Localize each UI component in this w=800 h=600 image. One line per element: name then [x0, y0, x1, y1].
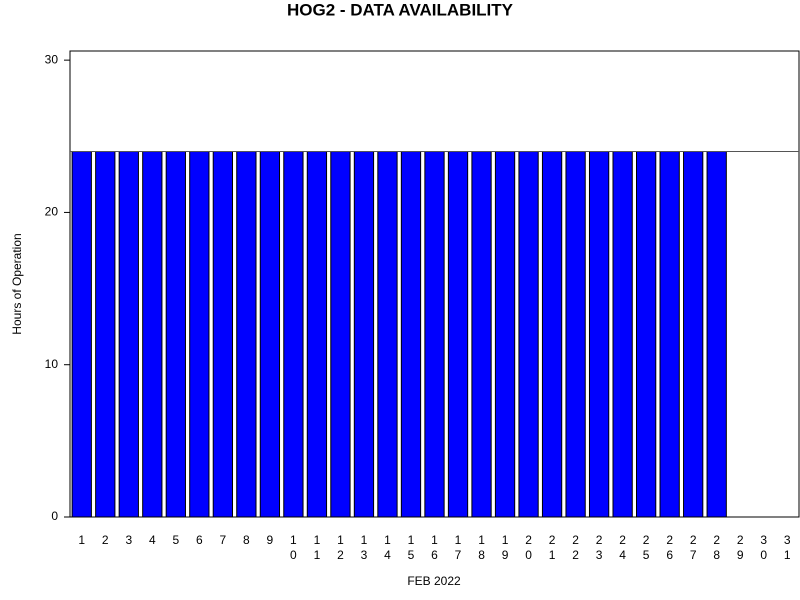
bar — [377, 151, 398, 518]
x-axis-title: FEB 2022 — [407, 574, 461, 588]
bar — [447, 151, 469, 518]
bar — [541, 151, 563, 518]
chart-title: HOG2 - DATA AVAILABILITY — [287, 0, 514, 19]
y-tick-label: 30 — [45, 52, 59, 66]
bar — [683, 151, 704, 518]
bar — [330, 151, 351, 518]
x-tick-label: 7 — [220, 533, 227, 547]
y-tick-label: 10 — [45, 357, 59, 371]
y-tick-label: 20 — [45, 205, 59, 219]
bar — [259, 151, 281, 518]
bar — [353, 151, 375, 518]
bar — [588, 151, 610, 518]
x-tick-label: 8 — [243, 533, 250, 547]
bar — [471, 151, 492, 518]
bar — [71, 151, 92, 518]
y-tick-label: 0 — [51, 509, 58, 523]
bar — [706, 151, 727, 518]
bar — [565, 151, 586, 518]
bar — [400, 151, 422, 518]
x-tick-label: 5 — [172, 533, 179, 547]
y-axis-title: Hours of Operation — [10, 233, 24, 334]
x-tick-label: 4 — [149, 533, 156, 547]
bar — [118, 151, 139, 518]
bar — [612, 151, 633, 518]
bar — [306, 151, 328, 518]
bar — [494, 151, 516, 518]
x-tick-label: 2 — [102, 533, 109, 547]
bar — [189, 151, 210, 518]
x-tick-label: 9 — [267, 533, 274, 547]
bar — [236, 151, 257, 518]
bar — [142, 151, 163, 518]
x-tick-label: 1 — [78, 533, 85, 547]
bar — [95, 151, 116, 518]
bar — [283, 151, 304, 518]
bar — [659, 151, 680, 518]
x-tick-label: 6 — [196, 533, 203, 547]
bar — [165, 151, 186, 518]
bar — [518, 151, 539, 518]
bar — [212, 151, 233, 518]
bar — [636, 151, 657, 518]
x-tick-label: 3 — [125, 533, 132, 547]
bar — [424, 151, 445, 518]
